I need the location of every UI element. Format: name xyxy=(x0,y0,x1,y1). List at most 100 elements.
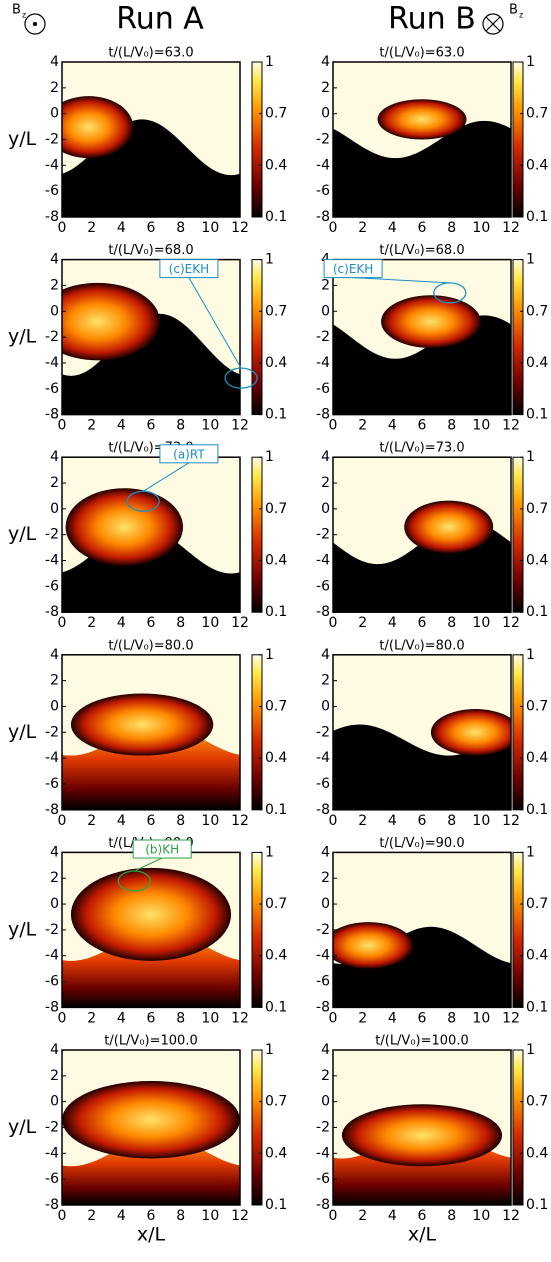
colorbar-tick-label: 0.7 xyxy=(265,698,287,714)
x-tick-label: 12 xyxy=(231,813,249,829)
x-tick-label: 0 xyxy=(58,813,67,829)
y-tick-label: 4 xyxy=(50,1042,59,1058)
y-tick-label: 2 xyxy=(50,1068,59,1084)
colorbar xyxy=(512,1049,524,1206)
colorbar-tick-label: 0.4 xyxy=(526,553,548,569)
annotation: (a)RT xyxy=(173,447,205,461)
panel-time: t/(L/V₀)=100.0 xyxy=(104,1034,197,1049)
colorbar xyxy=(251,851,263,1008)
panel-time: t/(L/V₀)=80.0 xyxy=(379,638,464,653)
field-symbol: B xyxy=(509,3,518,18)
vortex xyxy=(62,1081,240,1159)
colorbar-tick-label: 0.1 xyxy=(265,209,287,225)
y-axis-label: y/L xyxy=(8,523,37,545)
panel-time: t/(L/V₀)=63.0 xyxy=(379,46,464,61)
x-tick-label: 12 xyxy=(231,418,249,434)
x-tick-label: 2 xyxy=(87,220,96,236)
density-image xyxy=(333,1050,511,1205)
x-tick-label: 0 xyxy=(329,615,338,631)
x-tick-label: 4 xyxy=(117,1010,126,1026)
y-tick-label: 0 xyxy=(50,106,59,122)
y-tick-label: 0 xyxy=(321,303,330,319)
panel: t/(L/V₀)=90.0420-2-4-6-8024681012y/L10.7… xyxy=(8,836,287,1027)
x-tick-label: 10 xyxy=(472,813,490,829)
y-tick-label: 0 xyxy=(50,501,59,517)
x-tick-label: 0 xyxy=(58,220,67,236)
x-tick-label: 8 xyxy=(447,615,456,631)
x-tick-label: 8 xyxy=(447,813,456,829)
colorbar-tick-label: 1 xyxy=(526,647,535,663)
x-tick-label: 8 xyxy=(447,1208,456,1224)
y-tick-label: -6 xyxy=(45,776,59,792)
density-image xyxy=(333,852,511,1008)
x-tick-label: 8 xyxy=(176,1010,185,1026)
y-tick-label: -2 xyxy=(45,1120,59,1136)
field-subscript: z xyxy=(519,11,523,20)
colorbar-tick-label: 1 xyxy=(265,1042,274,1058)
vortex xyxy=(65,488,184,566)
y-tick-label: -8 xyxy=(45,802,59,818)
field-subscript: z xyxy=(22,11,26,20)
annotation: (c)EKH xyxy=(169,262,209,276)
y-tick-label: 2 xyxy=(50,870,59,886)
y-tick-label: 0 xyxy=(321,1094,330,1110)
x-axis-label: x/L xyxy=(408,1224,437,1246)
y-tick-label: 2 xyxy=(50,475,59,491)
x-tick-label: 0 xyxy=(58,1208,67,1224)
x-tick-label: 2 xyxy=(358,813,367,829)
y-tick-label: 4 xyxy=(321,449,330,465)
y-tick-label: -4 xyxy=(316,1145,330,1161)
colorbar-tick-label: 0.7 xyxy=(265,501,287,517)
colorbar-tick-label: 0.4 xyxy=(526,948,548,964)
x-tick-label: 6 xyxy=(418,813,427,829)
colorbar-tick-label: 1 xyxy=(526,844,535,860)
y-tick-label: -8 xyxy=(316,604,330,620)
panel-time: t/(L/V₀)=80.0 xyxy=(108,638,193,653)
x-tick-label: 12 xyxy=(231,615,249,631)
y-tick-label: -4 xyxy=(316,355,330,371)
y-tick-label: -4 xyxy=(45,750,59,766)
x-tick-label: 10 xyxy=(201,418,219,434)
density-image xyxy=(62,1050,240,1205)
density-image xyxy=(62,457,240,613)
colorbar-tick-label: 0.4 xyxy=(526,355,548,371)
y-tick-label: -6 xyxy=(316,974,330,990)
y-tick-label: -8 xyxy=(45,999,59,1015)
field-symbol-left: B z xyxy=(12,3,46,35)
panel-time: t/(L/V₀)=63.0 xyxy=(108,46,193,61)
y-tick-label: 0 xyxy=(50,698,59,714)
y-tick-label: -4 xyxy=(45,1145,59,1161)
vortex xyxy=(62,96,134,159)
colorbar-tick-label: 0.7 xyxy=(526,698,548,714)
y-tick-label: -4 xyxy=(316,948,330,964)
colorbar-tick-label: 0.1 xyxy=(265,999,287,1015)
x-tick-label: 0 xyxy=(329,418,338,434)
y-tick-label: -8 xyxy=(45,604,59,620)
field-symbol-right: B z xyxy=(482,3,523,35)
y-tick-label: -6 xyxy=(45,974,59,990)
colorbar xyxy=(251,456,263,613)
colorbar-tick-label: 0.4 xyxy=(265,948,287,964)
x-tick-label: 10 xyxy=(201,813,219,829)
y-tick-label: -8 xyxy=(316,1197,330,1213)
y-tick-label: -6 xyxy=(316,776,330,792)
colorbar-tick-label: 0.4 xyxy=(526,157,548,173)
y-tick-label: -4 xyxy=(316,553,330,569)
y-tick-label: -2 xyxy=(316,724,330,740)
y-tick-label: -2 xyxy=(45,132,59,148)
y-tick-label: -6 xyxy=(316,1171,330,1187)
x-tick-label: 12 xyxy=(502,1208,520,1224)
density-image xyxy=(333,654,511,810)
x-tick-label: 6 xyxy=(418,1010,427,1026)
x-tick-label: 10 xyxy=(472,418,490,434)
x-tick-label: 2 xyxy=(87,1010,96,1026)
dense-region xyxy=(62,313,240,415)
panel-time: t/(L/V₀)=90.0 xyxy=(379,836,464,851)
colorbar-tick-label: 0.1 xyxy=(526,407,548,423)
y-tick-label: 4 xyxy=(321,54,330,70)
x-tick-label: 8 xyxy=(176,418,185,434)
y-tick-label: 2 xyxy=(50,277,59,293)
